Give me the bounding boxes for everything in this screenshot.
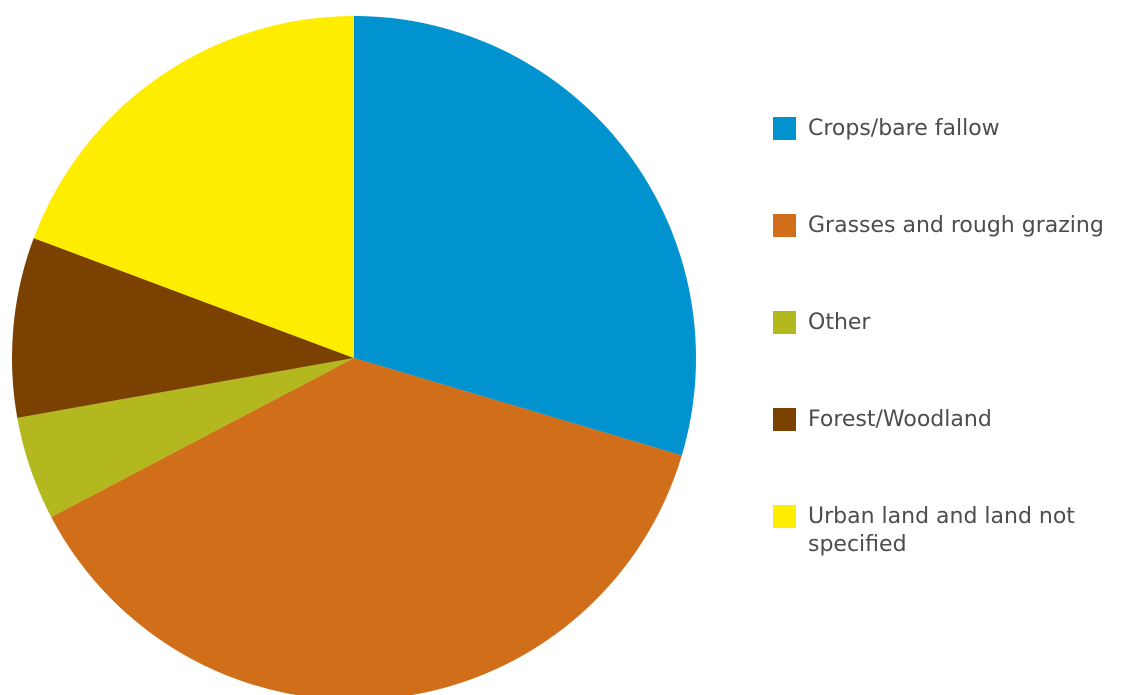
- legend-label: Other: [808, 310, 871, 335]
- legend-item: Urban land and land not specified: [773, 503, 1128, 559]
- legend-swatch: [773, 408, 796, 431]
- legend-label: Grasses and rough grazing: [808, 213, 1104, 238]
- legend-swatch: [773, 214, 796, 237]
- pie-slice-2: [17, 358, 355, 518]
- legend-item: Grasses and rough grazing: [773, 212, 1128, 240]
- pie-slice-1: [51, 358, 682, 695]
- legend-label: Urban land and land not specified: [808, 504, 1075, 557]
- pie-slice-0: [354, 16, 697, 456]
- legend-item: Crops/bare fallow: [773, 115, 1128, 143]
- pie-slice-4: [33, 16, 354, 358]
- legend-swatch: [773, 505, 796, 528]
- legend-swatch: [773, 311, 796, 334]
- legend-label: Crops/bare fallow: [808, 116, 1000, 141]
- legend-swatch: [773, 117, 796, 140]
- legend-item: Other: [773, 309, 1128, 337]
- legend-item: Forest/Woodland: [773, 406, 1128, 434]
- legend-label: Forest/Woodland: [808, 407, 992, 432]
- pie-slice-3: [11, 238, 354, 418]
